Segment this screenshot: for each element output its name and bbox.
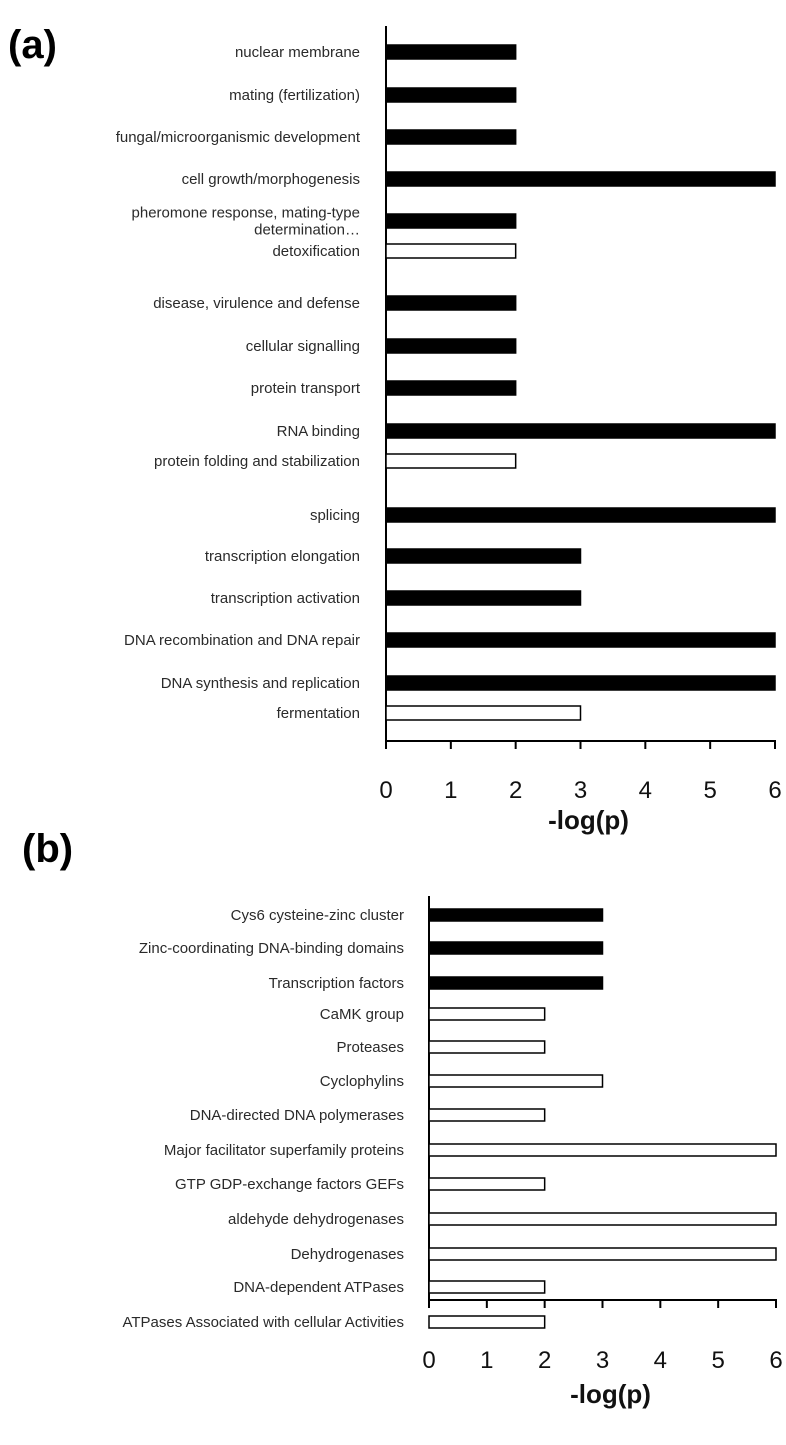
x-tick-label: 5 [703, 777, 716, 804]
bar [385, 87, 517, 103]
category-label: fermentation [277, 705, 360, 722]
bar [385, 675, 776, 691]
x-axis-title: -log(p) [570, 1379, 651, 1409]
x-tick-label: 4 [639, 777, 652, 804]
panel-label: (a) [8, 23, 57, 67]
bar [428, 908, 604, 922]
bar [428, 1040, 546, 1054]
bar [428, 1108, 546, 1122]
bar [385, 632, 776, 648]
bar [385, 44, 517, 60]
category-label: fungal/microorganismic development [116, 129, 361, 146]
bar [385, 243, 517, 259]
bar [385, 705, 582, 721]
x-tick-label: 4 [654, 1347, 667, 1374]
panel-b-chart: (b) 0 1 2 3 4 5 6 -log(p) Cys6 cysteine-zinc clus… [22, 827, 783, 1409]
x-tick-label: 2 [509, 777, 522, 804]
category-label: mating (fertilization) [229, 87, 360, 104]
category-label: CaMK group [320, 1006, 404, 1023]
bar [428, 1074, 604, 1088]
category-label: disease, virulence and defense [153, 295, 360, 312]
category-label: ATPases Associated with cellular Activit… [122, 1314, 404, 1331]
x-tick-label: 5 [711, 1347, 724, 1374]
category-label: transcription activation [211, 590, 360, 607]
category-label: cell growth/morphogenesis [182, 171, 360, 188]
bar [385, 548, 582, 564]
bar [428, 1315, 546, 1329]
x-tick-label: 3 [596, 1347, 609, 1374]
category-label: RNA binding [277, 423, 360, 440]
bar [385, 590, 582, 606]
category-label: aldehyde dehydrogenases [228, 1211, 404, 1228]
category-label: DNA-dependent ATPases [233, 1279, 404, 1296]
bar [428, 941, 604, 955]
category-label: splicing [310, 507, 360, 524]
category-label: DNA-directed DNA polymerases [190, 1107, 404, 1124]
category-label: GTP GDP-exchange factors GEFs [175, 1176, 404, 1193]
bar [428, 1007, 546, 1021]
bar [428, 1212, 777, 1226]
category-label: DNA recombination and DNA repair [124, 632, 360, 649]
category-label: Cyclophylins [320, 1073, 404, 1090]
category-label: Proteases [336, 1039, 404, 1056]
panel-label: (b) [22, 827, 73, 871]
bar [428, 1143, 777, 1157]
bar [385, 171, 776, 187]
x-tick-label: 2 [538, 1347, 551, 1374]
bar [385, 453, 517, 469]
category-label: Major facilitator superfamily proteins [164, 1142, 404, 1159]
category-label: protein folding and stabilization [154, 453, 360, 470]
bar [428, 1247, 777, 1261]
bar [385, 295, 517, 311]
category-label: pheromone response, mating-type [132, 205, 360, 222]
category-label: transcription elongation [205, 548, 360, 565]
category-label: Transcription factors [269, 975, 404, 992]
bar [428, 1280, 546, 1294]
bar [385, 338, 517, 354]
x-tick-label: 1 [480, 1347, 493, 1374]
category-label: protein transport [251, 380, 361, 397]
bar [385, 213, 517, 229]
category-label: Cys6 cysteine-zinc cluster [231, 907, 404, 924]
category-label: cellular signalling [246, 338, 360, 355]
x-tick-label: 6 [769, 1347, 782, 1374]
x-tick-label: 3 [574, 777, 587, 804]
bar [385, 423, 776, 439]
bar [385, 380, 517, 396]
panel-a-chart: (a) 0 1 2 3 4 5 6 -log(p) nuclear membrane mating … [8, 23, 782, 835]
category-label: DNA synthesis and replication [161, 675, 360, 692]
bar [428, 976, 604, 990]
category-label: determination… [254, 222, 360, 239]
bar [385, 507, 776, 523]
bar [385, 129, 517, 145]
category-label: nuclear membrane [235, 44, 360, 61]
category-label: Dehydrogenases [291, 1246, 404, 1263]
bar [428, 1177, 546, 1191]
category-label: Zinc-coordinating DNA-binding domains [139, 940, 404, 957]
x-tick-label: 6 [768, 777, 781, 804]
x-tick-label: 0 [379, 777, 392, 804]
x-axis-title: -log(p) [548, 805, 629, 835]
x-tick-label: 1 [444, 777, 457, 804]
category-label: detoxification [272, 243, 360, 260]
x-tick-label: 0 [422, 1347, 435, 1374]
